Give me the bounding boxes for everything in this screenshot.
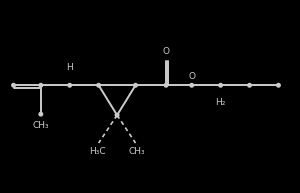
Circle shape	[219, 84, 222, 87]
Circle shape	[248, 84, 251, 87]
Text: O: O	[163, 47, 170, 56]
Circle shape	[12, 84, 15, 87]
Circle shape	[68, 84, 71, 87]
Text: H: H	[66, 63, 73, 72]
Circle shape	[39, 112, 43, 116]
Text: H₃C: H₃C	[89, 147, 105, 156]
Text: CH₃: CH₃	[129, 147, 146, 156]
Text: H₂: H₂	[215, 98, 226, 108]
Circle shape	[39, 84, 43, 87]
Circle shape	[115, 113, 119, 117]
Circle shape	[164, 84, 168, 87]
Circle shape	[190, 84, 194, 87]
Text: O: O	[188, 72, 195, 81]
Circle shape	[134, 84, 137, 87]
Circle shape	[97, 84, 101, 87]
Circle shape	[277, 84, 280, 87]
Text: CH₃: CH₃	[32, 121, 49, 130]
